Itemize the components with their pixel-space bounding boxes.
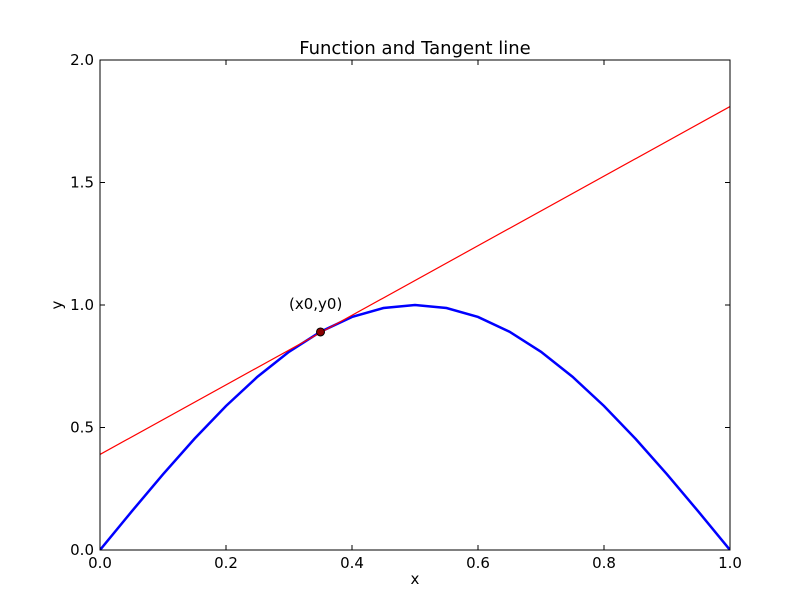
y-tick-label: 1.5 [70,174,94,192]
curve [100,106,730,455]
x-tick-label: 0.8 [592,554,616,572]
x-tick-label: 0.6 [466,554,490,572]
y-axis-label: y [48,300,66,309]
y-tick-label: 0.5 [70,419,94,437]
y-tick-label: 2.0 [70,51,94,69]
x-tick-label: 1.0 [718,554,742,572]
chart-title: Function and Tangent line [299,38,531,59]
x-tick-label: 0.0 [88,554,112,572]
x-axis-label: x [411,570,420,588]
x-tick-label: 0.4 [340,554,364,572]
annotation: (x0,y0) [289,295,342,313]
y-tick-label: 0.0 [70,541,94,559]
y-tick-label: 1.0 [70,296,94,314]
x-tick-label: 0.2 [214,554,238,572]
point [316,327,325,337]
curve [100,303,730,550]
